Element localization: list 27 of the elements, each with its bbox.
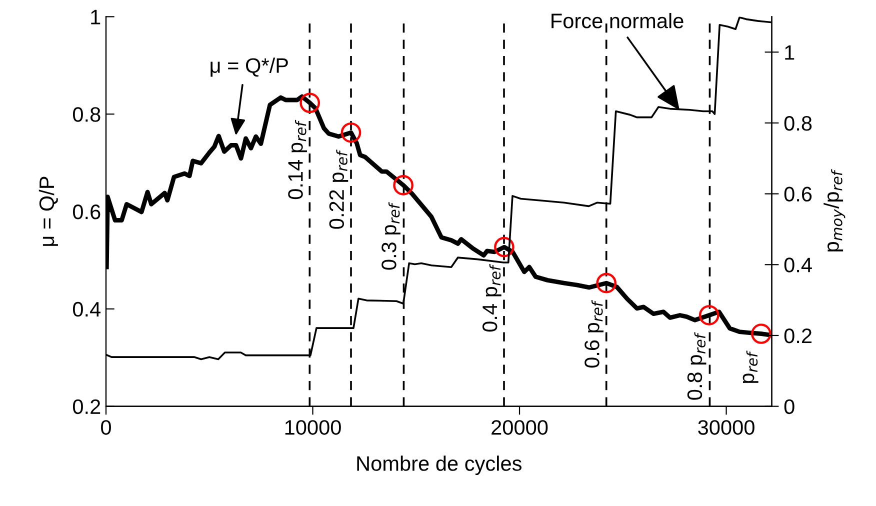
annotation: p$_{ref}$ — [742, 350, 758, 383]
y2-axis-title: p$_{moy}$/p$_{ref}$ — [824, 169, 846, 252]
y2-tick-label: 1 — [785, 45, 794, 60]
y-tick-label: 0.8 — [72, 107, 100, 122]
y-tick-label: 0.6 — [72, 204, 100, 220]
y-tick-label: 0.4 — [72, 302, 101, 317]
y2-tick-label: 0.8 — [784, 116, 812, 131]
annotation: μ = Q*/P — [210, 58, 288, 77]
y2-tick-label: 0.6 — [784, 186, 812, 202]
annotation: Force normale — [552, 13, 684, 28]
x-axis-title: Nombre de cycles — [357, 456, 522, 476]
y2-tick-label: 0.4 — [784, 258, 812, 272]
annotation: 0.8 p$_{ref}$ — [687, 332, 706, 400]
y2-tick-label: 0 — [784, 399, 794, 414]
annotation: 0.4 p$_{ref}$ — [482, 264, 502, 332]
annotation: 0.3 p$_{ref}$ — [382, 202, 400, 270]
x-tick-label: 20000 — [492, 420, 548, 435]
y-tick-label: 0.2 — [72, 399, 100, 414]
x-tick-label: 10000 — [285, 420, 341, 435]
x-tick-label: 0 — [101, 420, 111, 435]
annotation: 0.14 p$_{ref}$ — [288, 120, 307, 200]
annotation: 0.22 p$_{ref}$ — [329, 150, 348, 229]
annotation: 0.6 p$_{ref}$ — [584, 300, 604, 368]
y-axis-title: μ = Q/P — [38, 176, 58, 246]
y-tick-label: 1 — [91, 10, 100, 24]
x-tick-label: 30000 — [698, 420, 754, 435]
y2-tick-label: 0.2 — [784, 328, 812, 344]
